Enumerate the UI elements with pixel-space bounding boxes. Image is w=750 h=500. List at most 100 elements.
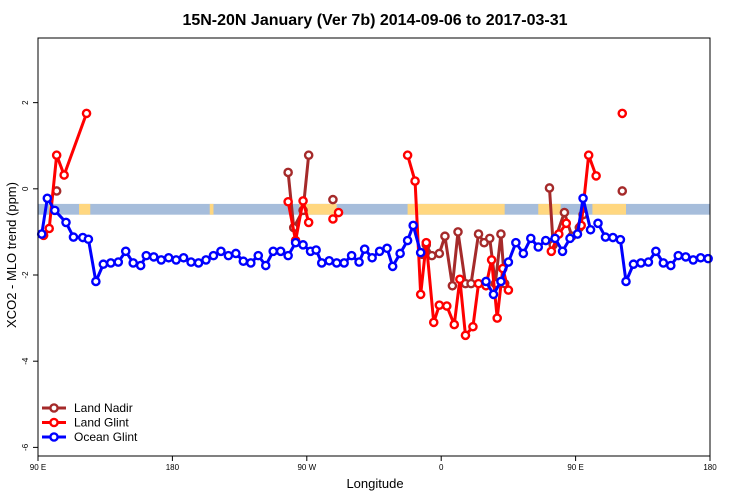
data-point — [651, 246, 661, 257]
data-point — [223, 250, 234, 261]
series-group — [36, 108, 713, 341]
data-point — [615, 234, 626, 245]
data-point — [298, 240, 308, 250]
data-point — [208, 250, 219, 261]
legend-marker — [49, 432, 59, 442]
data-point — [50, 205, 60, 216]
data-point — [415, 289, 426, 300]
data-point — [544, 183, 555, 193]
data-point — [591, 171, 601, 181]
x-axis: 90 E 180 90 W 0 90 E 180 — [30, 456, 717, 472]
land-ocean-strip — [38, 203, 710, 215]
data-point — [83, 234, 94, 245]
data-point — [328, 214, 338, 224]
data-point — [688, 255, 699, 265]
data-point — [449, 319, 460, 330]
data-point — [253, 250, 264, 261]
data-point — [275, 246, 286, 257]
legend-marker — [49, 403, 59, 413]
series-land-glint — [38, 108, 628, 341]
data-point — [186, 257, 196, 267]
legend-marker — [49, 417, 59, 428]
data-point — [466, 278, 476, 289]
data-point — [658, 258, 669, 268]
data-point — [81, 108, 92, 119]
data-point — [260, 260, 271, 271]
data-point — [572, 229, 583, 239]
data-point — [238, 256, 249, 267]
data-point — [484, 233, 495, 244]
data-point — [428, 317, 439, 328]
data-point — [91, 276, 101, 287]
data-point — [455, 274, 465, 285]
data-point — [533, 242, 544, 252]
data-point — [460, 330, 471, 341]
data-point — [421, 237, 432, 248]
data-point — [283, 250, 293, 261]
data-point — [216, 246, 226, 257]
x-axis-title: Longitude — [346, 476, 403, 491]
data-point — [441, 301, 452, 311]
data-point — [359, 244, 370, 254]
y-tick-label: -2 — [21, 271, 30, 279]
data-point — [374, 246, 385, 257]
data-point — [178, 252, 189, 263]
data-point — [68, 232, 79, 242]
data-point — [44, 223, 55, 234]
data-point — [636, 258, 646, 268]
legend-label: Land Glint — [74, 416, 129, 430]
data-point — [402, 235, 413, 246]
data-point — [511, 237, 521, 248]
data-point — [290, 237, 301, 248]
data-point — [324, 255, 335, 266]
data-point — [231, 248, 241, 259]
data-point — [559, 207, 570, 218]
data-point — [408, 220, 419, 231]
data-point — [245, 258, 256, 268]
data-point — [492, 313, 503, 323]
data-point — [643, 257, 654, 267]
data-point — [621, 276, 631, 287]
data-point — [600, 232, 611, 242]
data-point — [120, 246, 131, 257]
data-point — [565, 233, 575, 244]
data-point — [283, 196, 293, 207]
land-strip-segment — [209, 203, 214, 215]
data-point — [268, 246, 279, 257]
y-tick-label: -4 — [21, 357, 30, 365]
y-tick-label: -6 — [21, 443, 30, 451]
x-tick-label: 90 W — [297, 463, 316, 472]
data-point — [346, 250, 357, 261]
x-tick-label: 180 — [703, 463, 717, 472]
data-point — [163, 252, 174, 263]
data-point — [695, 252, 706, 263]
series-line — [579, 153, 598, 226]
data-point — [673, 250, 684, 261]
data-point — [486, 255, 497, 265]
data-point — [473, 229, 484, 239]
data-point — [427, 250, 437, 261]
data-point — [608, 232, 618, 243]
data-point — [447, 280, 458, 291]
series-ocean-glint — [36, 193, 713, 300]
data-point — [628, 259, 639, 270]
data-point — [395, 248, 405, 259]
data-point — [593, 218, 603, 229]
data-point — [328, 194, 338, 205]
y-tick-label: 0 — [21, 186, 30, 191]
y-axis-title: XCO2 - MLO trend (ppm) — [4, 182, 19, 328]
data-point — [382, 243, 392, 254]
legend-label: Land Nadir — [74, 401, 133, 415]
y-axis: 2 0 -2 -4 -6 — [21, 100, 38, 451]
legend-item: Ocean Glint — [42, 430, 138, 444]
data-point — [585, 224, 596, 235]
data-point — [402, 150, 413, 161]
data-point — [171, 255, 181, 265]
data-point — [410, 176, 420, 186]
x-tick-label: 180 — [166, 463, 180, 472]
data-point — [148, 252, 159, 262]
data-point — [316, 258, 327, 268]
data-point — [98, 259, 109, 270]
data-point — [481, 276, 491, 287]
